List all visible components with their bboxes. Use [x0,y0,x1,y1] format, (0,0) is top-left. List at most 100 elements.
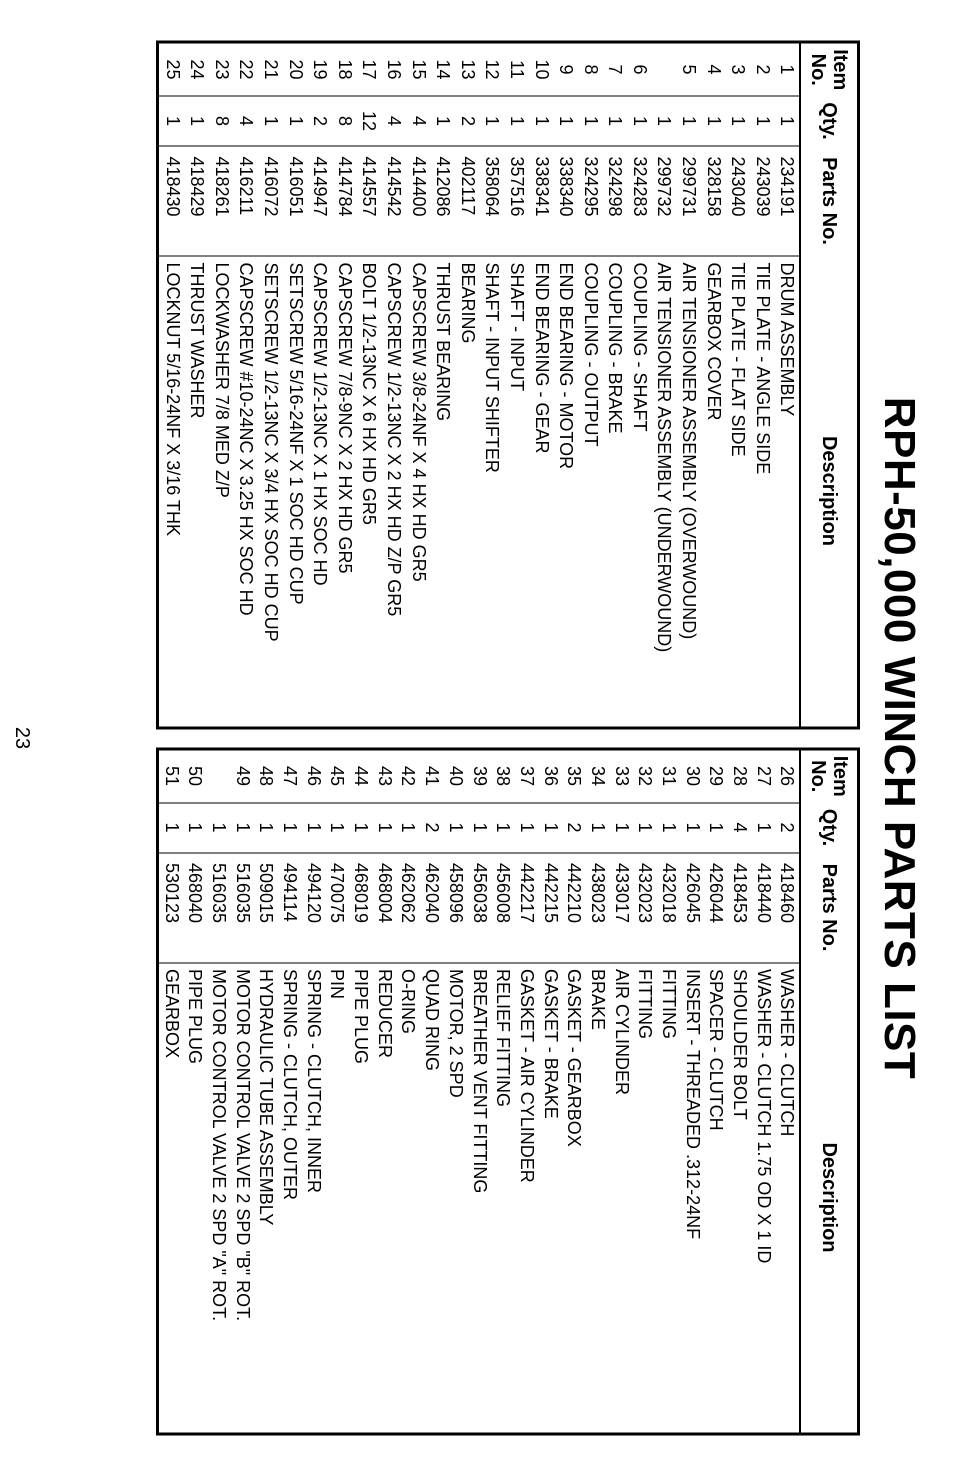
cell-part: 530123 [158,852,183,962]
table-row: 431468004REDUCER [373,748,397,1434]
cell-qty: 1 [183,802,207,852]
table-row: 301426045INSERT - THREADED .312-24NF [681,748,705,1434]
cell-item: 5 [676,42,701,96]
cell-qty: 1 [681,802,705,852]
table-row: 481509015HYDRAULIC TUBE ASSEMBLY [254,748,278,1434]
cell-item: 16 [381,42,406,96]
cell-qty: 2 [307,96,332,146]
cell-part: 414542 [381,146,406,256]
page-number: 23 [10,726,63,748]
cell-item: 24 [184,42,209,96]
cell-part: 426045 [681,852,705,962]
col-header-part: Parts No. [800,852,859,962]
cell-qty: 1 [602,96,627,146]
cell-qty: 4 [381,96,406,146]
cell-qty: 4 [728,802,752,852]
cell-item: 43 [373,748,397,802]
cell-part: 438023 [586,852,610,962]
cell-qty: 1 [538,802,562,852]
cell-qty: 1 [651,96,676,146]
table-row: 401458096MOTOR, 2 SPD [444,748,468,1434]
cell-qty: 1 [278,802,302,852]
cell-desc: COUPLING - OUTPUT [578,256,603,728]
cell-part: 338341 [528,146,553,256]
cell-desc: HYDRAULIC TUBE ASSEMBLY [254,962,278,1434]
cell-desc: MOTOR CONTROL VALVE 2 SPD "A" ROT. [207,962,231,1434]
table-row: 291426044SPACER - CLUTCH [704,748,728,1434]
cell-desc: MOTOR, 2 SPD [444,962,468,1434]
table-row: 271418440WASHER - CLUTCH 1.75 OD X 1 ID [752,748,776,1434]
cell-qty: 8 [209,96,234,146]
cell-item: 27 [752,748,776,802]
cell-part: 234191 [774,146,800,256]
cell-item: 42 [396,748,420,802]
table-row: 241418429THRUST WASHER [184,42,209,728]
cell-part: 458096 [444,852,468,962]
cell-qty: 4 [233,96,258,146]
table-row: 251418430LOCKNUT 5/16-24NF X 3/16 THK [158,42,184,728]
cell-desc: BREATHER VENT FITTING [467,962,491,1434]
cell-item: 37 [515,748,539,802]
table-row: 321432023FITTING [633,748,657,1434]
cell-item: 6 [627,42,652,96]
cell-part: 462062 [396,852,420,962]
cell-qty: 1 [752,802,776,852]
tables-container: ItemNo.Qty.Parts No.Description 11234191… [156,40,860,1435]
cell-part: 418430 [158,146,184,256]
cell-qty: 1 [504,96,529,146]
col-header-item: ItemNo. [800,42,859,96]
cell-desc: SPACER - CLUTCH [704,962,728,1434]
table-row: 141412086THRUST BEARING [430,42,455,728]
table-row: 371442217GASKET - AIR CYLINDER [515,748,539,1434]
table-row: 284418453SHOULDER BOLT [728,748,752,1434]
cell-item: 10 [528,42,553,96]
cell-item: 39 [467,748,491,802]
cell-part: 468019 [349,852,373,962]
cell-desc: CAPSCREW 1/2-13NC X 2 HX HD Z/P GR5 [381,256,406,728]
cell-desc: AIR TENSIONER ASSEMBLY (UNDERWOUND) [651,256,676,728]
cell-part: 357516 [504,146,529,256]
cell-qty: 1 [774,96,800,146]
cell-qty: 1 [657,802,681,852]
table-row: 101338341END BEARING - GEAR [528,42,553,728]
cell-desc: SETSCREW 1/2-13NC X 3/4 HX SOC HD CUP [258,256,283,728]
table-row: 238418261LOCKWASHER 7/8 MED Z/P [209,42,234,728]
parts-table-right: ItemNo.Qty.Parts No.Description 26241846… [156,747,860,1436]
page-title: RPH-50,000 WINCH PARTS LIST [874,396,924,1079]
cell-desc: FITTING [633,962,657,1434]
col-header-desc: Description [800,256,859,728]
cell-desc: CAPSCREW 1/2-13NC X 1 HX SOC HD [307,256,332,728]
col-header-qty: Qty. [800,802,859,852]
cell-qty: 1 [430,96,455,146]
cell-item: 28 [728,748,752,802]
cell-part: 432023 [633,852,657,962]
cell-part: 432018 [657,852,681,962]
cell-part: 516035 [231,852,255,962]
cell-part: 418440 [752,852,776,962]
cell-qty: 1 [701,96,726,146]
cell-desc: THRUST BEARING [430,256,455,728]
table-row: 471494114SPRING - CLUTCH, OUTER [278,748,302,1434]
cell-desc: THRUST WASHER [184,256,209,728]
cell-item: 7 [602,42,627,96]
cell-qty: 2 [562,802,586,852]
col-header-part: Parts No. [800,146,859,256]
cell-item: 48 [254,748,278,802]
table-row: 361442215GASKET - BRAKE [538,748,562,1434]
cell-desc: FITTING [657,962,681,1434]
cell-desc: END BEARING - MOTOR [553,256,578,728]
cell-qty: 1 [258,96,283,146]
cell-item: 21 [258,42,283,96]
cell-qty: 1 [676,96,701,146]
cell-desc: COUPLING - BRAKE [602,256,627,728]
cell-part: 414400 [405,146,430,256]
table-row: 91338340END BEARING - MOTOR [553,42,578,728]
cell-item: 30 [681,748,705,802]
cell-part: 509015 [254,852,278,962]
cell-desc: O-RING [396,962,420,1434]
table-row: 154414400CAPSCREW 3/8-24NF X 4 HX HD GR5 [405,42,430,728]
cell-part: 324283 [627,146,652,256]
cell-qty: 1 [231,802,255,852]
cell-part: 299732 [651,146,676,256]
cell-desc: PIN [325,962,349,1434]
